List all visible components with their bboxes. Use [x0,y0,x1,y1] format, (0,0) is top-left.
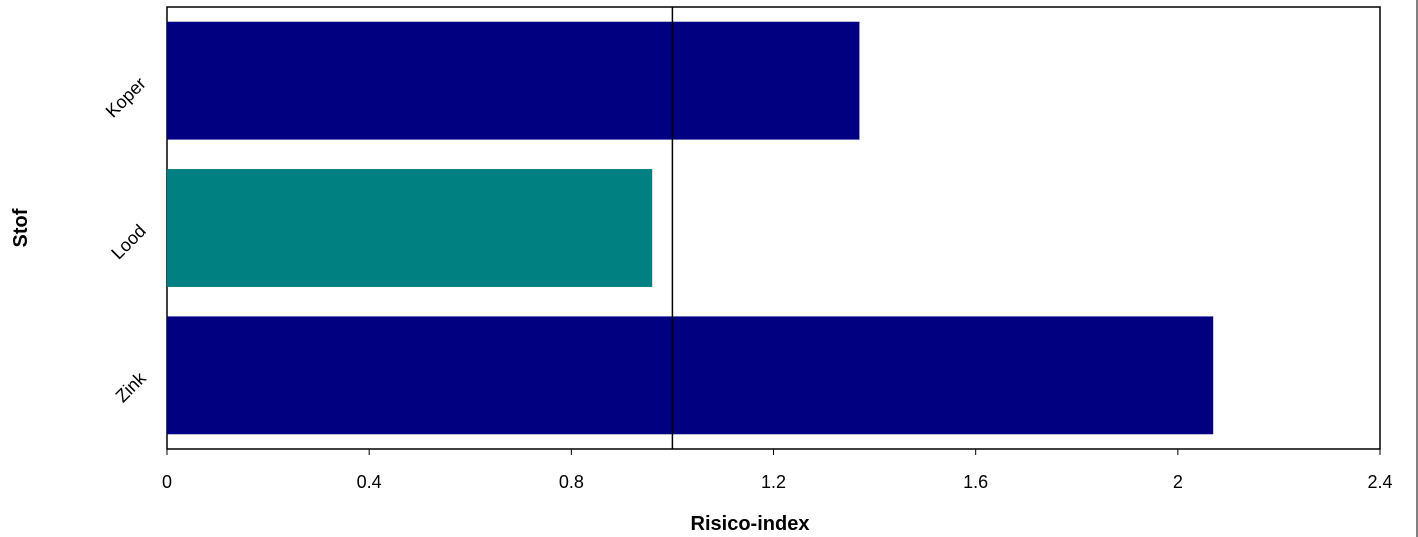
x-axis-ticks: 0 0.4 0.8 1.2 1.6 2 2.4 [162,449,1393,492]
x-tick-label: 0.8 [559,472,584,492]
x-axis-title: Risico-index [691,513,810,535]
x-tick-label: 1.6 [963,472,988,492]
y-axis-title: Stof [10,208,32,247]
bar-zink [167,316,1214,435]
x-tick-label: 2.4 [1367,472,1392,492]
x-tick-label: 1.2 [761,472,786,492]
x-tick-label: 0.4 [357,472,382,492]
bars-group [167,21,1214,435]
bar-lood [167,169,653,287]
bar-koper [167,21,860,140]
x-tick-label: 0 [162,472,172,492]
x-tick-label: 2 [1173,472,1183,492]
